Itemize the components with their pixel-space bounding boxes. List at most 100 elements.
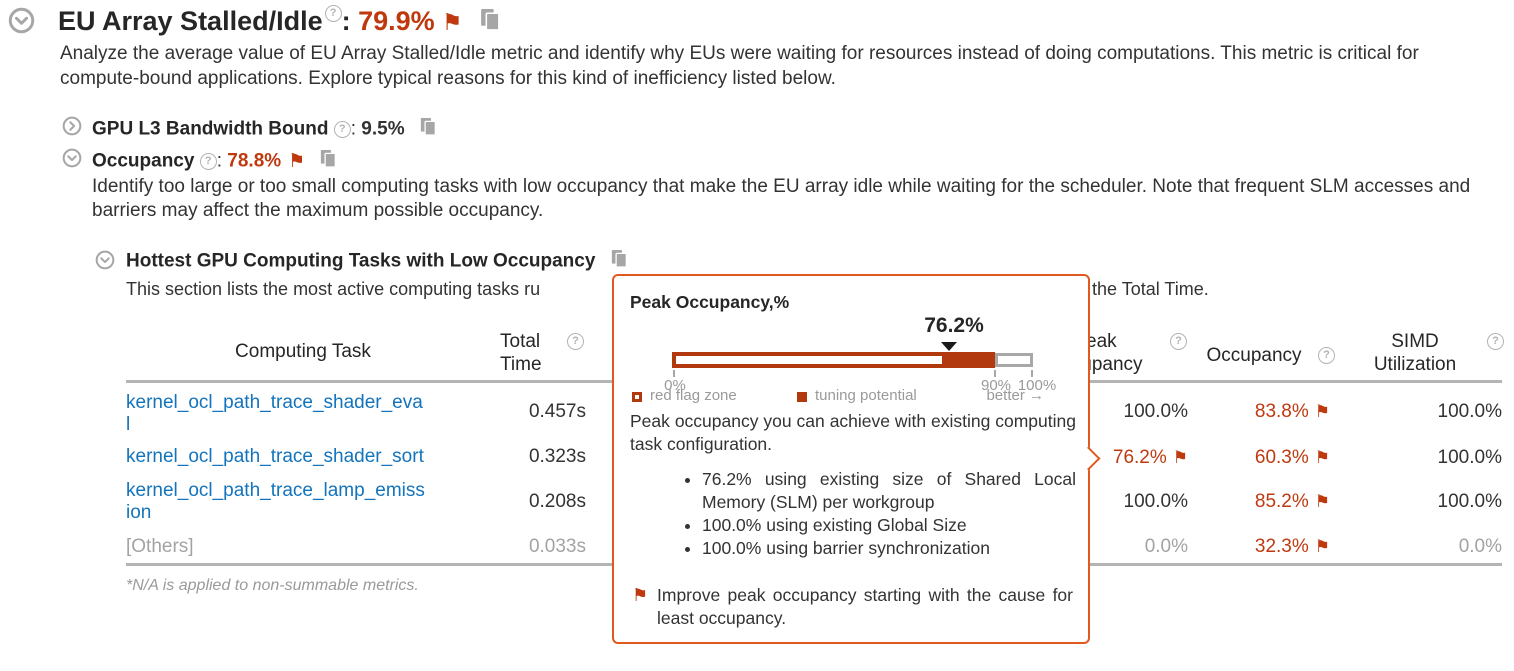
colon: : [216, 150, 222, 172]
expander-hottest-tasks[interactable] [95, 250, 115, 275]
better-direction-label: better → [986, 387, 1044, 404]
intro-left-fragment: This section lists the most active compu… [126, 279, 541, 299]
help-icon[interactable]: ? [1487, 333, 1504, 350]
occupancy-number: 85.2% [1254, 491, 1309, 512]
table-footnote: *N/A is applied to non-summable metrics. [126, 577, 419, 594]
occupancy-value: 85.2% ⚑ [1150, 491, 1330, 513]
legend-swatch-red-flag-zone [632, 392, 642, 402]
chevron-right-circle-icon [62, 116, 82, 136]
col-header-computing-task: Computing Task [235, 341, 371, 362]
gauge-tick-100 [1031, 370, 1033, 377]
red-flag-icon: ⚑ [632, 585, 649, 605]
section-title: Hottest GPU Computing Tasks with Low Occ… [126, 250, 596, 272]
occupancy-value: 32.3% ⚑ [1150, 536, 1330, 558]
simd-value: 100.0% [1437, 491, 1502, 512]
red-flag-icon: ⚑ [1314, 448, 1330, 467]
chevron-down-circle-icon [62, 148, 82, 168]
red-flag-icon: ⚑ [1314, 402, 1330, 421]
gauge-marker-icon [941, 342, 957, 351]
red-flag-icon: ⚑ [1172, 448, 1188, 467]
help-icon[interactable]: ? [1170, 333, 1187, 350]
chevron-down-circle-icon [8, 7, 35, 34]
page-title: EU Array Stalled/Idle [58, 6, 323, 36]
legend-label: tuning potential [815, 387, 917, 404]
colon: : [350, 118, 356, 140]
peak-occupancy-value: 100.0% [1123, 401, 1188, 422]
expander-eu-array[interactable] [8, 7, 35, 39]
copy-button[interactable] [480, 7, 501, 38]
tooltip-bullet: 76.2% using existing size of Shared Loca… [702, 468, 1076, 514]
red-flag-icon: ⚑ [1314, 492, 1330, 511]
submetric-label: GPU L3 Bandwidth Bound [92, 118, 329, 140]
section-title-line: Hottest GPU Computing Tasks with Low Occ… [126, 249, 628, 274]
task-others: [Others] [126, 536, 194, 557]
peak-occupancy-tooltip: Peak Occupancy,% 76.2% 0% 90% 100% red f… [612, 274, 1101, 644]
tooltip-title: Peak Occupancy,% [630, 292, 790, 312]
peak-occupancy-value: 76.2% ⚑ [1020, 447, 1188, 469]
task-link[interactable]: kernel_ocl_path_trace_shader_sort [126, 446, 424, 467]
submetric-gpu-l3: GPU L3 Bandwidth Bound ?: 9.5% [92, 117, 437, 142]
gauge-red-flag-zone [672, 352, 946, 368]
red-flag-icon: ⚑ [1314, 537, 1330, 556]
gauge-tick-label: 90% [980, 377, 1012, 394]
expander-gpu-l3[interactable] [62, 116, 82, 141]
help-icon[interactable]: ? [324, 5, 342, 23]
simd-value: 100.0% [1437, 447, 1502, 468]
gauge-tick-label: 0% [664, 377, 686, 394]
gauge-marker-label: 76.2% [924, 314, 984, 337]
copy-icon [611, 250, 627, 268]
submetric-value: 78.8% [227, 150, 282, 172]
chevron-down-circle-icon [95, 250, 115, 270]
occupancy-description: Identify too large or too small computin… [92, 176, 1471, 221]
occupancy-value: 83.8% ⚑ [1150, 401, 1330, 423]
help-icon[interactable]: ? [199, 153, 217, 170]
gauge-headroom-zone [995, 353, 1033, 367]
tooltip-bullet: 100.0% using barrier synchronization [702, 537, 1076, 560]
col-header-occupancy: Occupancy [1206, 345, 1302, 366]
total-time-value: 0.033s [528, 536, 586, 557]
occupancy-number: 60.3% [1254, 447, 1309, 468]
legend-swatch-tuning-potential [797, 392, 807, 402]
expander-occupancy[interactable] [62, 148, 82, 173]
metric-description: Analyze the average value of EU Array St… [60, 43, 1419, 89]
total-time-value: 0.457s [528, 401, 586, 422]
section-intro: This section lists the most active compu… [126, 279, 1502, 301]
peak-occupancy-number: 76.2% [1112, 447, 1167, 468]
peak-occupancy-value: 100.0% [1123, 491, 1188, 512]
legend-label: red flag zone [650, 387, 737, 404]
gauge-tuning-potential-zone [946, 352, 995, 368]
page-title-line: EU Array Stalled/Idle?: 79.9% ⚑ [58, 5, 501, 38]
tooltip-advice: Improve peak occupancy starting with the… [657, 585, 1073, 628]
copy-icon [480, 9, 500, 32]
tooltip-bullet-list: 76.2% using existing size of Shared Loca… [686, 468, 1076, 560]
intro-right-fragment: the Total Time. [1092, 279, 1209, 299]
gauge-tick-0 [673, 370, 675, 377]
copy-button[interactable] [320, 149, 337, 174]
tooltip-body: Peak occupancy you can achieve with exis… [630, 411, 1076, 454]
total-time-value: 0.208s [528, 491, 586, 512]
submetric-occupancy: Occupancy ?: 78.8% ⚑ [92, 149, 337, 174]
red-flag-icon: ⚑ [441, 9, 463, 35]
copy-button[interactable] [611, 249, 628, 274]
title-colon: : [341, 6, 351, 36]
simd-value: 100.0% [1437, 401, 1502, 422]
col-header-total-time: Total Time [500, 331, 542, 375]
submetric-value: 9.5% [361, 118, 405, 140]
help-icon[interactable]: ? [567, 333, 584, 350]
occupancy-number: 32.3% [1254, 536, 1309, 557]
tooltip-bullet: 100.0% using existing Global Size [702, 514, 1076, 537]
gauge-tick-label: 100% [1017, 377, 1057, 394]
gauge-tick-90 [994, 370, 996, 377]
help-icon[interactable]: ? [333, 121, 351, 138]
occupancy-number: 83.8% [1254, 401, 1309, 422]
copy-button[interactable] [420, 117, 437, 142]
col-header-simd-utilization: SIMD Utilization [1373, 331, 1457, 375]
task-link[interactable]: kernel_ocl_path_trace_lamp_emission [126, 480, 425, 523]
metric-value: 79.9% [358, 6, 435, 36]
simd-value: 0.0% [1458, 536, 1502, 557]
total-time-value: 0.323s [528, 446, 586, 467]
help-icon[interactable]: ? [1318, 347, 1335, 364]
copy-icon [420, 118, 436, 136]
task-link[interactable]: kernel_ocl_path_trace_shader_eval [126, 392, 423, 435]
